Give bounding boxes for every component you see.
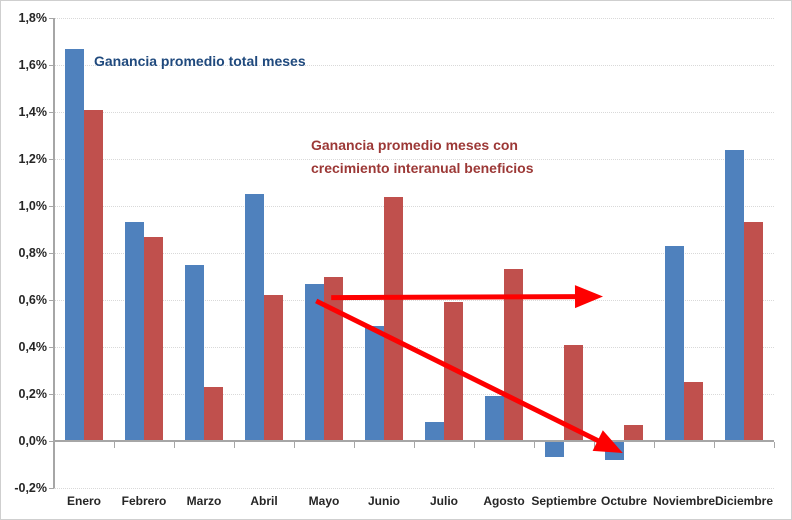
y-gridline [54, 158, 774, 160]
y-tick-label: 1,0% [18, 199, 48, 213]
y-tick-label: 0,2% [18, 387, 48, 401]
x-axis-tick [354, 442, 355, 448]
y-axis-tick [49, 394, 54, 395]
y-gridline [54, 205, 774, 207]
bar-red-agosto [504, 269, 523, 441]
y-gridline [54, 487, 774, 489]
bar-red-abril [264, 295, 283, 441]
bar-blue-enero [65, 48, 84, 441]
x-category-label-septiembre: Septiembre [531, 494, 597, 508]
bar-red-junio [384, 196, 403, 441]
y-axis-tick [49, 18, 54, 19]
y-tick-label: 0,6% [18, 293, 48, 307]
x-category-label-mayo: Mayo [308, 494, 340, 508]
bar-blue-junio [365, 325, 384, 441]
y-axis-tick [49, 206, 54, 207]
bar-red-octubre [624, 424, 643, 441]
y-axis-tick [49, 441, 54, 442]
bar-blue-febrero [125, 222, 144, 441]
series-label-red: Ganancia promedio meses con crecimiento … [311, 137, 534, 176]
bar-blue-octubre [605, 441, 624, 460]
y-axis-tick [49, 300, 54, 301]
bar-red-mayo [324, 276, 343, 441]
bar-blue-noviembre [665, 245, 684, 441]
y-gridline [54, 111, 774, 113]
x-axis-tick [654, 442, 655, 448]
y-axis-line [53, 18, 55, 488]
x-category-label-agosto: Agosto [483, 494, 525, 508]
x-axis-tick [114, 442, 115, 448]
bar-red-julio [444, 302, 463, 441]
x-axis-tick [174, 442, 175, 448]
bar-blue-agosto [485, 396, 504, 441]
x-category-label-diciembre: Diciembre [714, 494, 774, 508]
x-category-label-julio: Julio [429, 494, 458, 508]
x-axis-tick [714, 442, 715, 448]
x-axis-tick [774, 442, 775, 448]
y-tick-label: 1,4% [18, 105, 48, 119]
x-axis-tick [474, 442, 475, 448]
y-gridline [54, 17, 774, 19]
y-tick-label: 1,8% [18, 11, 48, 25]
y-gridline [54, 252, 774, 254]
bar-blue-septiembre [545, 441, 564, 458]
bar-red-enero [84, 109, 103, 441]
y-tick-label: -0,2% [14, 481, 47, 495]
y-tick-label: 1,2% [18, 152, 48, 166]
series-label-blue: Ganancia promedio total meses [94, 53, 306, 69]
bar-blue-diciembre [725, 149, 744, 441]
y-axis-tick [49, 347, 54, 348]
x-axis-tick [594, 442, 595, 448]
y-tick-label: 0,8% [18, 246, 48, 260]
bar-red-diciembre [744, 222, 763, 441]
x-axis-tick [294, 442, 295, 448]
bar-blue-mayo [305, 283, 324, 441]
x-category-label-noviembre: Noviembre [652, 494, 716, 508]
y-axis-tick [49, 159, 54, 160]
x-axis-tick [414, 442, 415, 448]
bar-red-febrero [144, 236, 163, 441]
y-axis-tick [49, 253, 54, 254]
y-gridline [54, 64, 774, 66]
bar-red-septiembre [564, 344, 583, 441]
bar-red-marzo [204, 386, 223, 441]
bar-red-noviembre [684, 382, 703, 441]
y-axis-tick [49, 112, 54, 113]
y-tick-label: 0,4% [18, 340, 48, 354]
y-tick-label: 1,6% [18, 58, 48, 72]
y-axis-tick [49, 488, 54, 489]
bar-blue-abril [245, 194, 264, 441]
x-category-label-febrero: Febrero [121, 494, 167, 508]
y-axis-tick [49, 65, 54, 66]
x-category-label-abril: Abril [250, 494, 278, 508]
x-category-label-junio: Junio [368, 494, 400, 508]
x-category-label-enero: Enero [66, 494, 101, 508]
x-category-label-marzo: Marzo [186, 494, 222, 508]
x-category-label-octubre: Octubre [600, 494, 647, 508]
bar-blue-marzo [185, 264, 204, 441]
x-axis-tick [534, 442, 535, 448]
x-axis-tick [54, 442, 55, 448]
bar-blue-julio [425, 422, 444, 441]
y-tick-label: 0,0% [18, 434, 48, 448]
x-axis-tick [234, 442, 235, 448]
